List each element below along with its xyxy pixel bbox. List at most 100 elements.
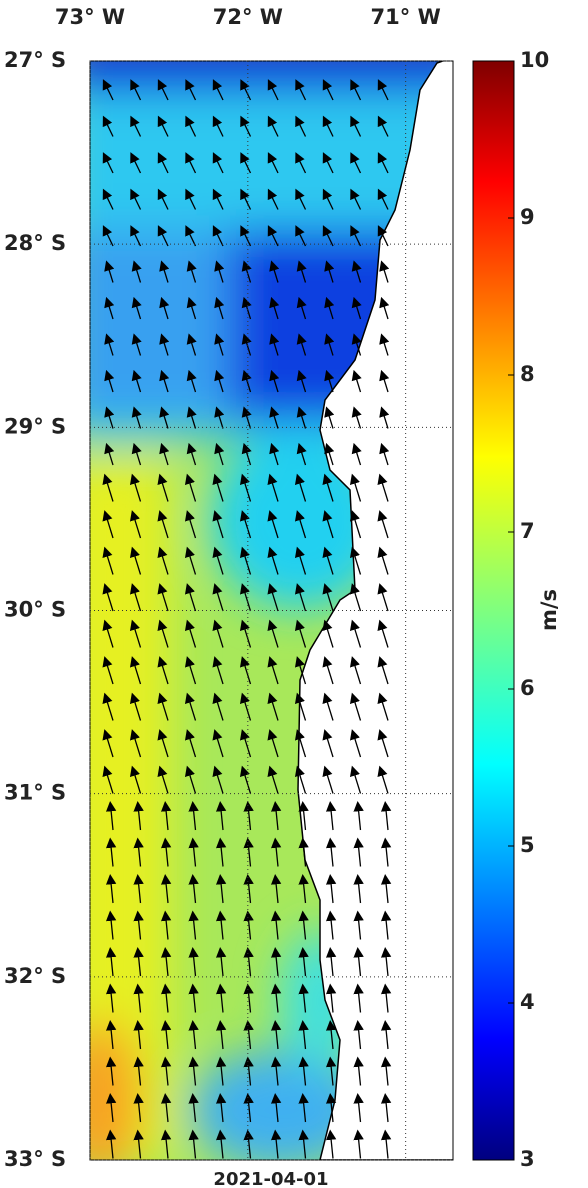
wind-arrow: [160, 837, 172, 867]
wind-arrow: [157, 152, 169, 174]
wind-arrow: [102, 115, 114, 137]
wind-arrow: [269, 369, 280, 393]
wind-arrow: [267, 510, 279, 539]
wind-arrow: [351, 406, 362, 429]
wind-arrow: [270, 946, 282, 977]
wind-arrow: [325, 1019, 337, 1050]
wind-arrow: [184, 619, 197, 648]
wind-arrow: [184, 473, 197, 502]
wind-arrow: [380, 1056, 392, 1086]
wind-arrow: [160, 946, 172, 977]
wind-arrow: [157, 510, 169, 539]
wind-arrow: [322, 225, 334, 247]
wind-arrow: [214, 442, 225, 466]
wind-arrow: [325, 1129, 337, 1159]
wind-arrow: [185, 115, 197, 137]
wind-arrow: [351, 442, 362, 466]
wind-arrow: [129, 583, 142, 612]
wind-arrow: [215, 1129, 227, 1159]
wind-field: [90, 61, 453, 1160]
wind-arrow: [240, 188, 252, 210]
wind-arrow: [267, 656, 279, 685]
wind-arrow: [324, 406, 335, 429]
wind-arrow: [322, 729, 334, 758]
wind-arrow: [188, 1092, 199, 1123]
wind-arrow: [298, 873, 309, 904]
wind-arrow: [129, 510, 142, 539]
wind-arrow: [185, 152, 197, 174]
wind-arrow: [160, 1092, 172, 1123]
wind-arrow: [349, 729, 362, 758]
wind-arrow: [188, 800, 199, 831]
wind-arrow: [377, 225, 389, 247]
wind-arrow: [212, 225, 224, 247]
wind-arrow: [133, 800, 144, 831]
wind-arrow: [270, 873, 282, 904]
wind-arrow: [157, 473, 169, 502]
wind-arrow: [186, 296, 197, 320]
wind-arrow: [212, 729, 224, 758]
wind-arrow: [267, 546, 279, 575]
wind-arrow: [267, 115, 279, 137]
lat-tick-label: 33° S: [4, 1147, 66, 1171]
wind-arrow: [269, 296, 280, 320]
wind-arrow: [131, 260, 142, 283]
wind-arrow: [322, 152, 334, 174]
wind-arrow: [267, 473, 279, 502]
wind-arrow: [349, 656, 362, 685]
wind-arrow: [353, 1056, 364, 1086]
wind-arrow: [298, 1056, 309, 1086]
wind-arrow: [160, 983, 172, 1013]
wind-arrow: [129, 619, 142, 648]
lat-tick-label: 27° S: [4, 48, 66, 72]
wind-arrow: [377, 79, 389, 101]
wind-arrow: [295, 225, 307, 247]
wind-arrow: [104, 369, 115, 393]
wind-arrow: [157, 692, 169, 721]
wind-arrow: [349, 546, 362, 575]
wind-arrow: [102, 546, 114, 575]
wind-arrow: [296, 333, 307, 356]
wind-arrow: [298, 800, 309, 831]
wind-arrow: [186, 333, 197, 356]
wind-arrow: [296, 260, 307, 283]
colorbar-tick-label: 10: [520, 48, 549, 72]
wind-arrow: [351, 369, 362, 393]
wind-arrow: [298, 946, 309, 977]
wind-arrow: [353, 983, 364, 1013]
wind-arrow: [133, 1129, 144, 1159]
wind-arrow: [322, 692, 334, 721]
wind-arrow: [215, 873, 227, 904]
wind-arrow: [240, 115, 252, 137]
wind-arrow: [351, 296, 362, 320]
wind-arrow: [377, 510, 389, 539]
wind-arrow: [270, 1129, 282, 1159]
wind-arrow: [102, 619, 114, 648]
wind-arrow: [269, 260, 280, 283]
wind-arrow: [102, 79, 114, 101]
wind-arrow: [104, 442, 115, 466]
wind-arrow: [185, 188, 197, 210]
wind-arrow: [104, 333, 115, 356]
wind-arrow: [377, 115, 389, 137]
wind-arrow: [214, 296, 225, 320]
wind-arrow: [294, 510, 307, 539]
wind-arrow: [186, 369, 197, 393]
wind-arrow: [102, 692, 114, 721]
wind-arrow: [186, 406, 197, 429]
lat-tick-label: 31° S: [4, 781, 66, 805]
wind-arrow: [159, 369, 170, 393]
wind-arrow: [377, 473, 389, 502]
wind-arrow: [267, 729, 279, 758]
wind-arrow: [243, 910, 254, 940]
wind-arrow: [133, 873, 144, 904]
wind-arrow: [131, 406, 142, 429]
wind-arrow: [377, 152, 389, 174]
wind-arrow: [353, 837, 364, 867]
wind-arrow: [188, 837, 199, 867]
wind-arrow: [105, 983, 117, 1013]
wind-arrow: [324, 333, 335, 356]
wind-arrow: [298, 1129, 309, 1159]
wind-arrow: [243, 873, 254, 904]
wind-arrow: [184, 692, 197, 721]
